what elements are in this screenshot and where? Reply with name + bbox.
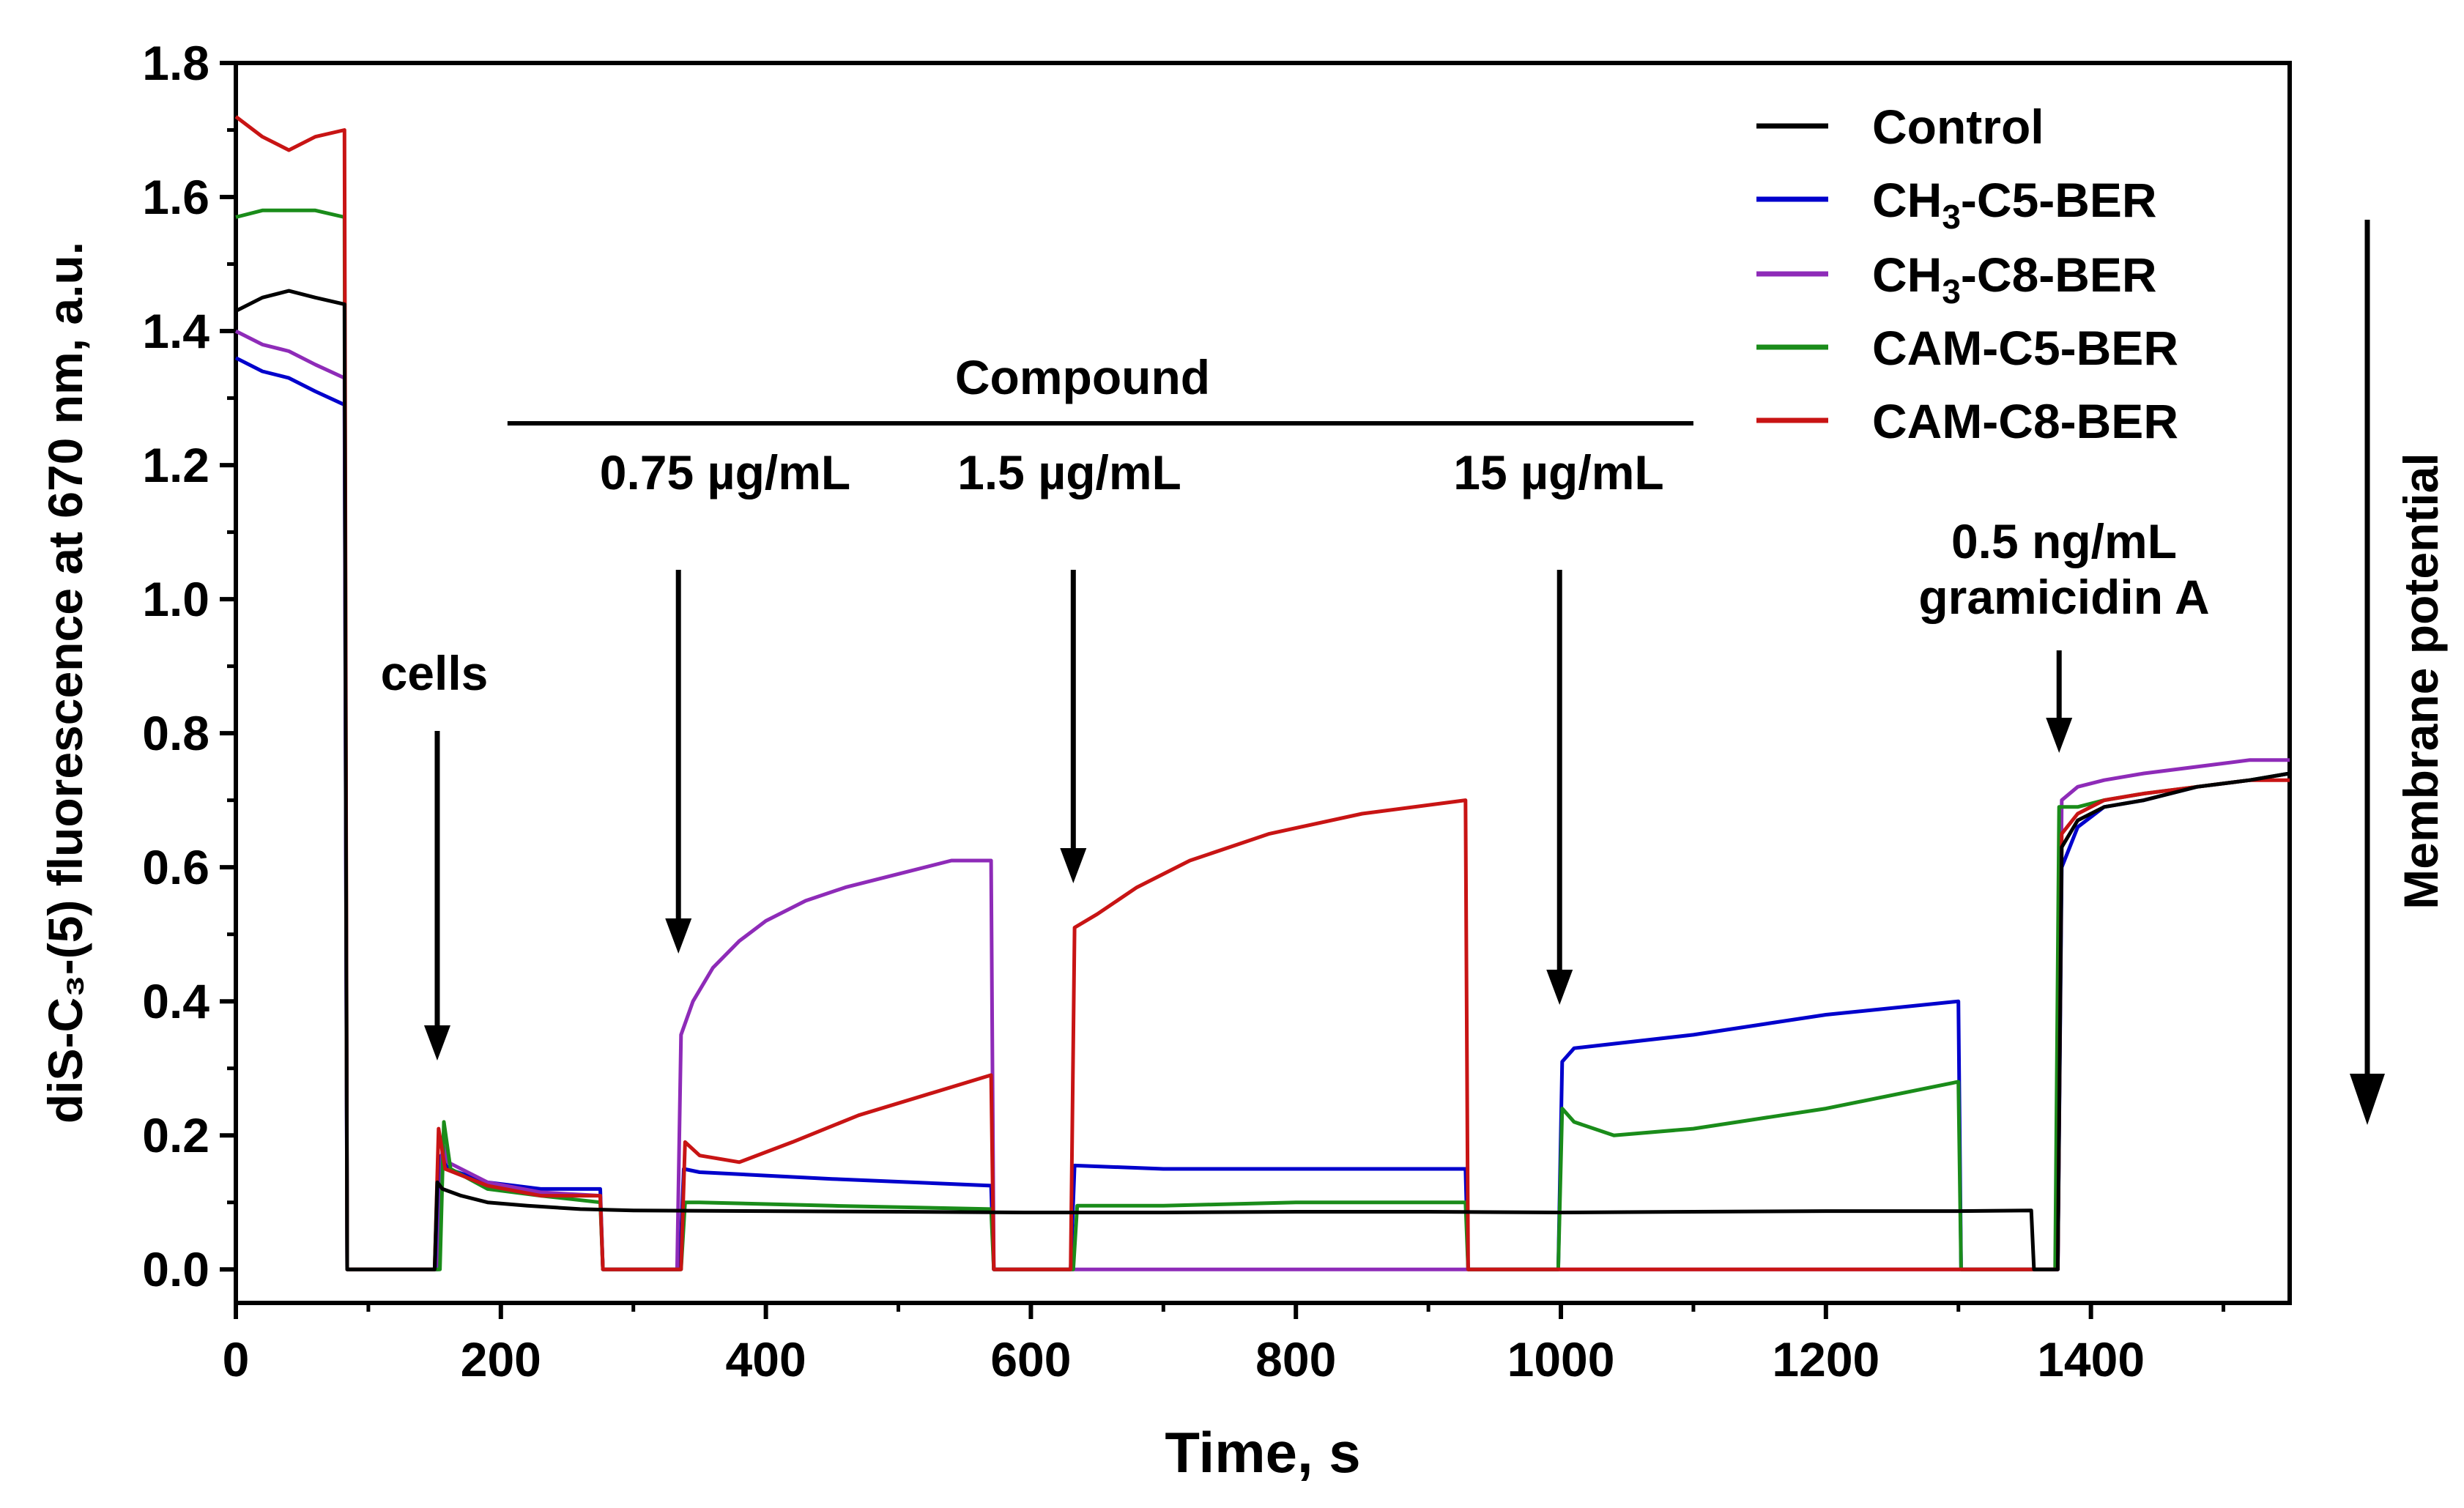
legend: Control CH3-C5-BER CH3-C8-BER CAM-C5-BER… — [1756, 100, 2178, 448]
y-tick-label: 0.8 — [142, 706, 209, 760]
y-tick-label: 0.4 — [142, 974, 209, 1028]
dose-arrow-2-head — [1060, 848, 1087, 883]
dose-label-1: 0.75 µg/mL — [600, 445, 850, 499]
series-layer — [234, 115, 2290, 1271]
x-tick-label: 600 — [990, 1332, 1071, 1386]
dose-arrow-1-head — [665, 918, 692, 954]
y-tick-label: 1.2 — [142, 438, 209, 492]
x-tick-label: 800 — [1255, 1332, 1336, 1386]
plot-frame — [234, 61, 2292, 1305]
y-tick-label: 0.2 — [142, 1108, 209, 1162]
y-tick-label: 0.0 — [142, 1242, 209, 1296]
annotation-layer — [423, 421, 2073, 1061]
legend-label-cam-c8-ber: CAM-C8-BER — [1872, 394, 2178, 448]
y-tick-label: 1.4 — [142, 304, 209, 358]
dose-label-3: 15 µg/mL — [1453, 445, 1663, 499]
y-tick-label: 1.8 — [142, 36, 209, 90]
gramicidin-label-line2: gramicidin A — [1918, 570, 2209, 624]
y-tick-label: 0.6 — [142, 840, 209, 894]
gramicidin-arrow-head — [2046, 718, 2073, 753]
legend-label-cam-c5-ber: CAM-C5-BER — [1872, 321, 2178, 375]
dose-arrow-3-head — [1546, 970, 1573, 1005]
x-tick-label: 400 — [726, 1332, 806, 1386]
compound-label: Compound — [955, 350, 1210, 404]
series-line-control — [234, 289, 2290, 1271]
series-line-ch-c8-ber — [234, 329, 2290, 1271]
x-axis-label: Time, s — [1165, 1420, 1360, 1485]
x-tick-label: 0 — [223, 1332, 250, 1386]
legend-label-ch3-c5-ber: CH3-C5-BER — [1872, 173, 2157, 236]
cells-arrow-head — [423, 1025, 450, 1061]
gramicidin-label-line1: 0.5 ng/mL — [1951, 514, 2177, 568]
x-tick-label: 1200 — [1772, 1332, 1879, 1386]
legend-label-control: Control — [1872, 100, 2044, 154]
x-tick-label: 200 — [461, 1332, 541, 1386]
series-line-ch-c5-ber — [234, 356, 2290, 1271]
y-axis-label: diS-C₃-(5) fluorescence at 670 nm, a.u. — [38, 242, 92, 1123]
dose-label-2: 1.5 µg/mL — [957, 445, 1181, 499]
legend-label-ch3-c8-ber: CH3-C8-BER — [1872, 248, 2157, 311]
y-tick-label: 1.6 — [142, 170, 209, 224]
x-tick-label: 1400 — [2037, 1332, 2145, 1386]
cells-label: cells — [381, 646, 489, 700]
membrane-potential-arrow-head — [2350, 1074, 2385, 1125]
series-line-cam-c5-ber — [235, 208, 2290, 1271]
y-tick-label: 1.0 — [142, 572, 209, 626]
membrane-potential-label: Membrane potential — [2394, 453, 2448, 909]
x-tick-label: 1000 — [1507, 1332, 1615, 1386]
axes: 0.0 0.2 0.4 0.6 0.8 1.0 1.2 1.4 1.6 1.8 0 200 400 600… — [142, 36, 2226, 1386]
